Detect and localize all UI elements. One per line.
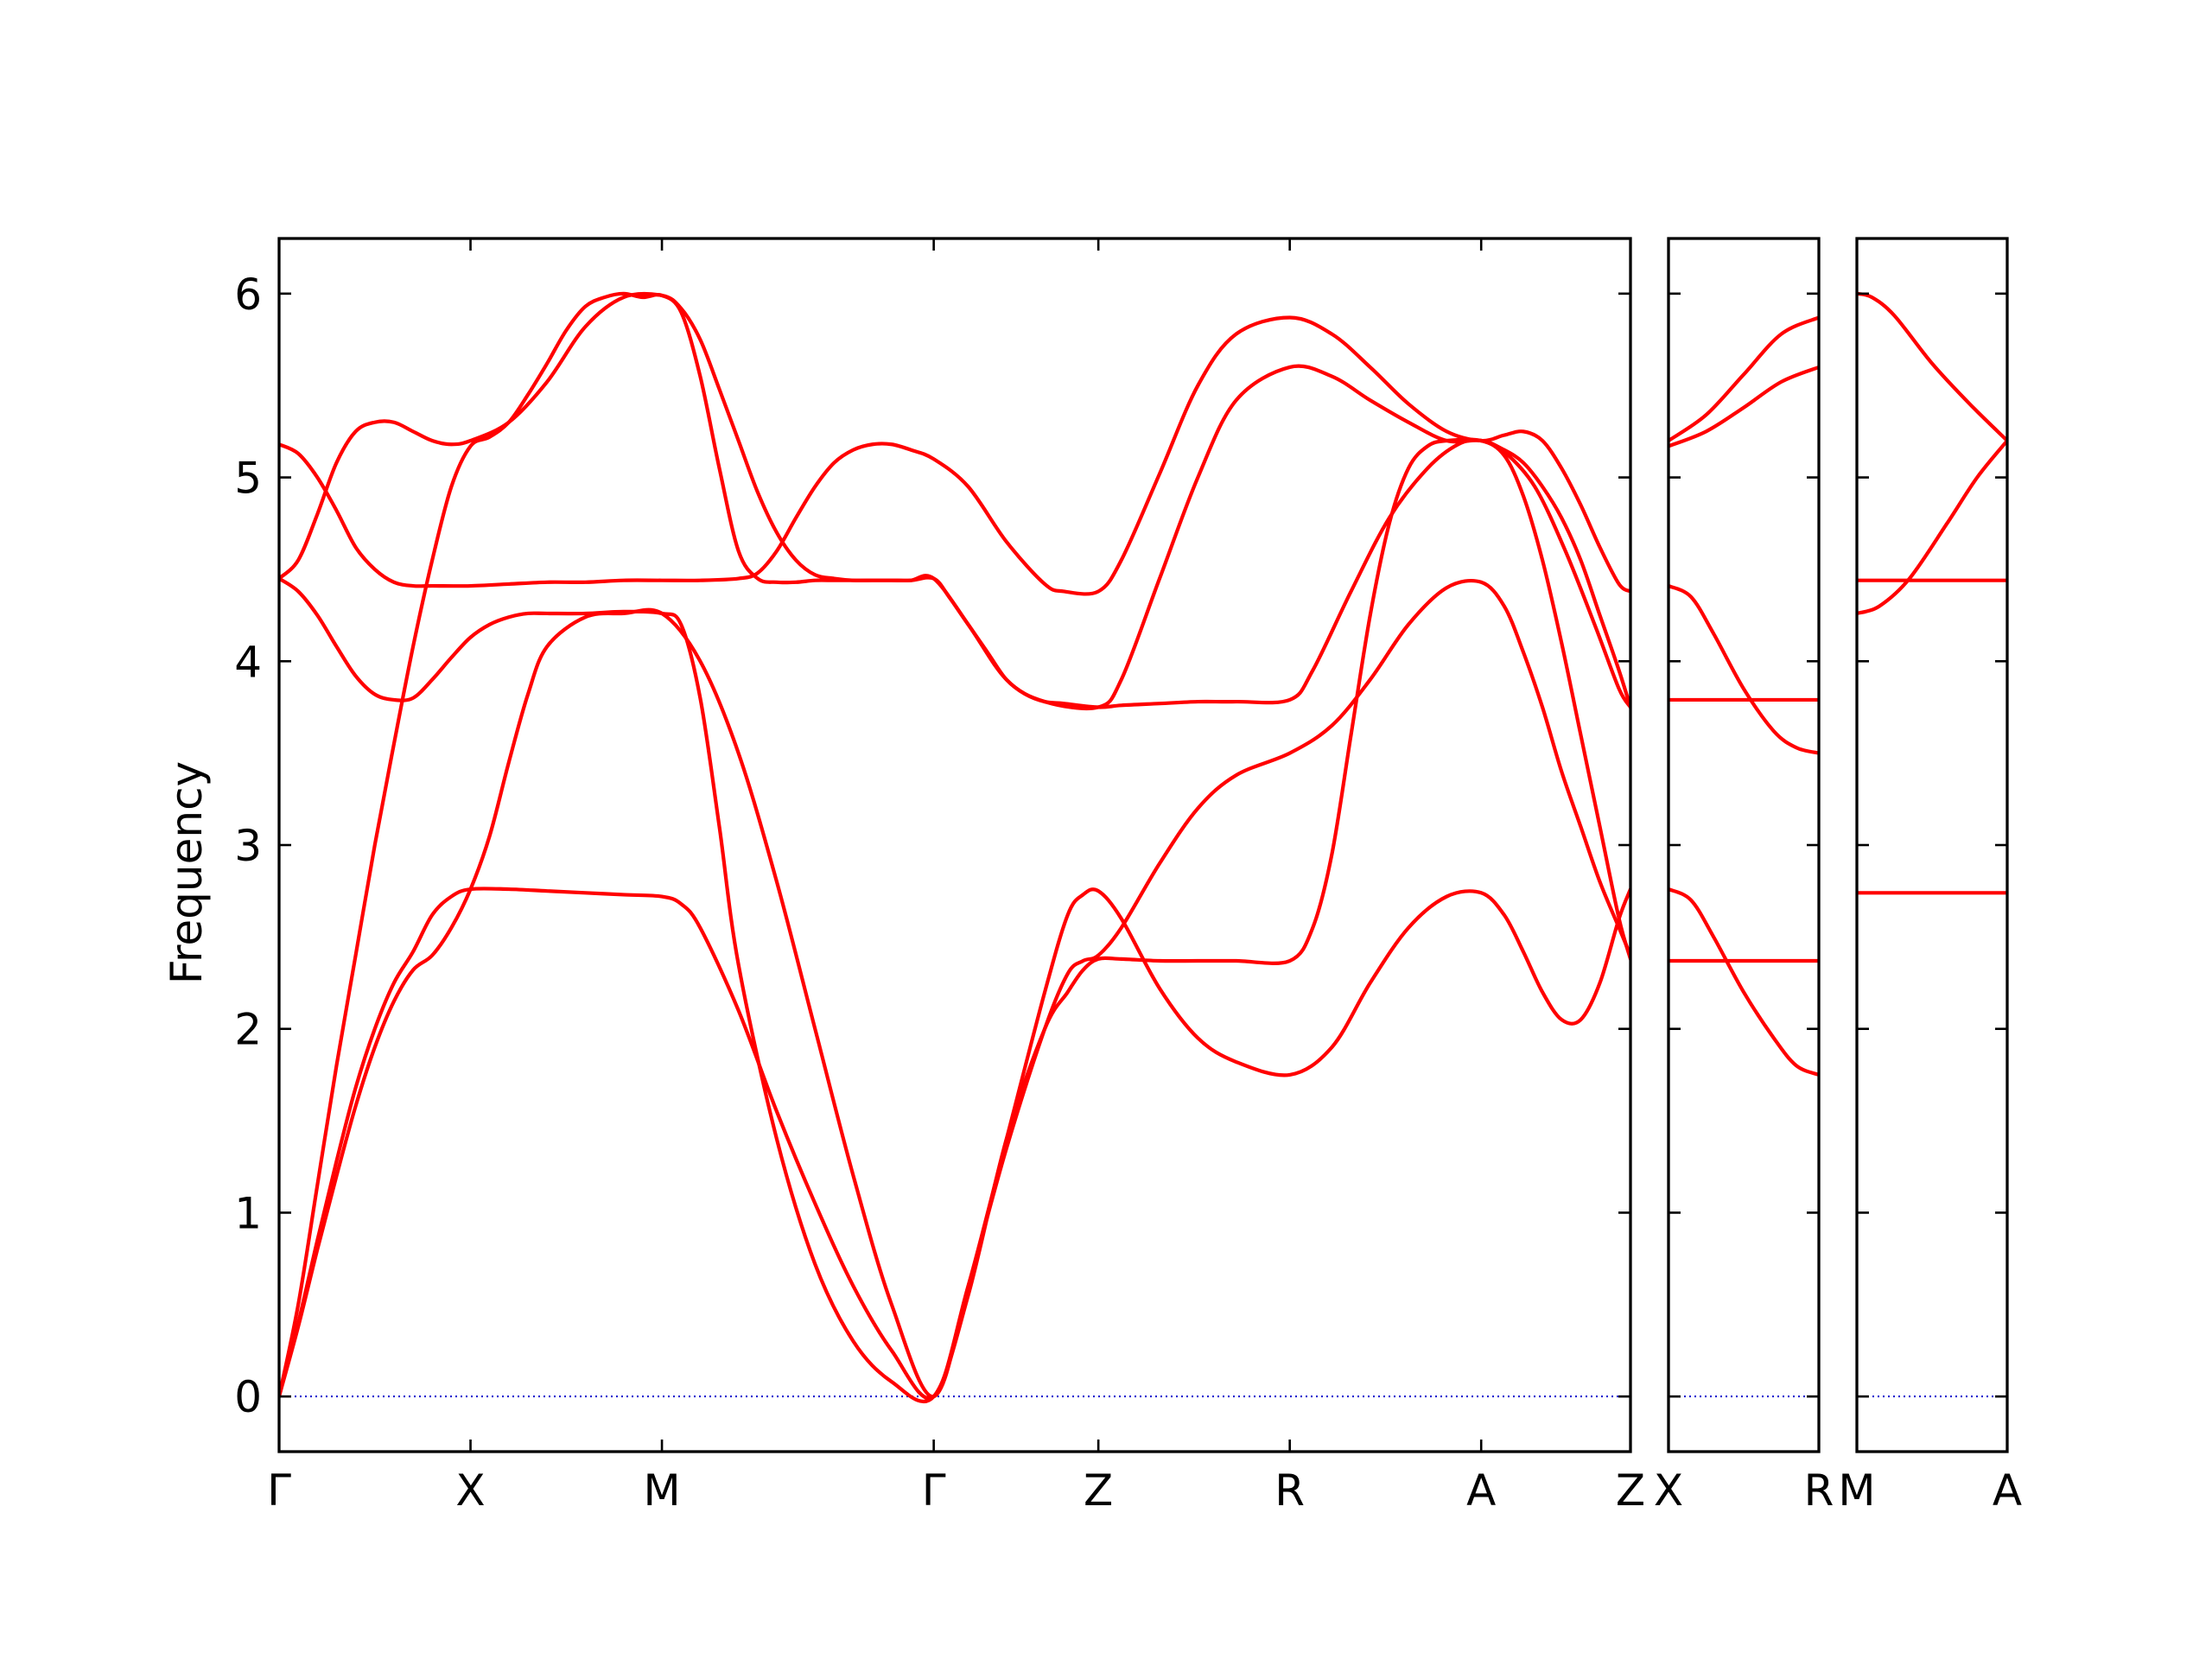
band-1 <box>1857 291 2007 443</box>
band-4 <box>279 437 1630 1404</box>
y-tick-label: 4 <box>234 637 262 687</box>
y-tick-label: 6 <box>234 270 262 320</box>
y-tick-label: 2 <box>234 1005 262 1055</box>
x-tick-label: Γ <box>267 1465 291 1516</box>
plot-frame <box>1667 237 1821 1453</box>
y-axis-label: Frequency <box>162 761 212 984</box>
band-6 <box>279 607 1630 1399</box>
y-tick-label: 5 <box>234 454 262 504</box>
band-2 <box>279 291 1630 711</box>
y-tick-label: 1 <box>234 1188 262 1238</box>
y-tick-label: 0 <box>234 1372 262 1422</box>
plot-frame <box>1855 237 2009 1453</box>
y-tick-label: 3 <box>234 821 262 871</box>
x-tick-label: A <box>1993 1465 2022 1516</box>
x-tick-label: Γ <box>922 1465 946 1516</box>
band-3 <box>1669 583 1819 755</box>
x-tick-label: M <box>1838 1465 1875 1516</box>
panel-1: 0 1 2 3 4 5 6 Γ X M Γ Z R A Z <box>234 237 1645 1516</box>
band-2 <box>1669 365 1819 448</box>
band-5 <box>279 579 1630 1401</box>
x-tick-label: X <box>455 1465 485 1516</box>
band-1 <box>279 291 1630 1399</box>
band-group <box>1857 291 2007 895</box>
band-3 <box>279 315 1630 596</box>
x-tick-label: Z <box>1616 1465 1645 1516</box>
x-tick-label: Z <box>1084 1465 1113 1516</box>
x-tick-label: R <box>1804 1465 1834 1516</box>
x-tick-label: A <box>1466 1465 1496 1516</box>
band-5 <box>1669 887 1819 1077</box>
x-tick-label: M <box>643 1465 680 1516</box>
band-2 <box>1857 438 2007 616</box>
x-tick-label: R <box>1274 1465 1305 1516</box>
plot-frame <box>277 237 1632 1453</box>
band-group <box>1669 315 1819 1077</box>
x-tick-label: X <box>1654 1465 1683 1516</box>
band-group <box>279 291 1630 1404</box>
band-1 <box>1669 315 1819 443</box>
